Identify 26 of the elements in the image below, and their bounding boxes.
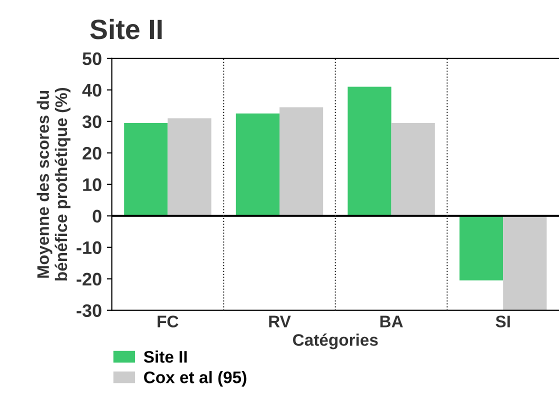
- legend-label: Site II: [144, 350, 187, 363]
- y-tick-label: -20: [76, 272, 102, 286]
- bar: [168, 118, 212, 216]
- x-tick-label: BA: [380, 316, 403, 328]
- x-tick-label: RV: [269, 316, 291, 328]
- chart-title: Site II: [90, 18, 162, 40]
- x-tick-label: FC: [158, 316, 178, 328]
- y-tick-label: -10: [76, 241, 102, 254]
- y-tick-label: 10: [83, 178, 102, 192]
- bar: [280, 107, 324, 216]
- legend-label: Cox et al (95): [144, 371, 246, 387]
- y-tick-label: 50: [82, 52, 102, 66]
- y-tick-label: 20: [82, 146, 102, 160]
- y-tick-label: 30: [82, 115, 102, 128]
- bar: [236, 114, 280, 216]
- y-tick-label: 0: [92, 210, 102, 223]
- y-tick-label: 40: [82, 84, 102, 97]
- bar: [391, 122, 435, 216]
- bar: [503, 216, 547, 310]
- y-axis-title: Moyenne des scores du bénéfice prothétique (%): [36, 88, 70, 280]
- bar: [460, 216, 504, 280]
- x-axis-title: Catégories: [293, 333, 378, 350]
- x-tick-label: SI: [496, 316, 510, 328]
- bar: [348, 86, 392, 216]
- bar: [124, 122, 168, 216]
- y-tick-label: -30: [76, 304, 102, 318]
